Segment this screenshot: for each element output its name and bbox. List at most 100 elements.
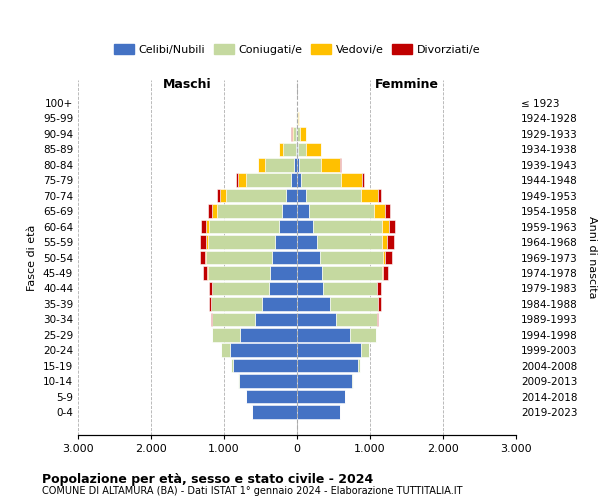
Bar — [387, 235, 394, 249]
Bar — [279, 220, 297, 234]
Bar — [259, 158, 265, 172]
Bar — [361, 344, 369, 357]
Bar — [323, 282, 377, 295]
Bar — [226, 189, 286, 202]
Text: Maschi: Maschi — [163, 78, 212, 90]
Bar — [208, 235, 275, 249]
Bar — [296, 127, 297, 140]
Bar — [377, 282, 381, 295]
Bar — [246, 390, 297, 404]
Bar — [209, 282, 212, 295]
Bar — [206, 220, 209, 234]
Bar — [212, 328, 240, 342]
Bar — [379, 297, 380, 310]
Bar — [296, 112, 297, 125]
Bar — [212, 204, 217, 218]
Bar — [306, 189, 361, 202]
Bar — [293, 127, 296, 140]
Bar — [257, 158, 259, 172]
Bar — [297, 297, 330, 310]
Bar — [298, 127, 300, 140]
Bar — [211, 297, 262, 310]
Bar — [208, 266, 270, 280]
Y-axis label: Fasce di età: Fasce di età — [28, 224, 37, 290]
Bar — [301, 174, 341, 187]
Bar — [378, 189, 382, 202]
Bar — [252, 406, 297, 419]
Bar — [383, 266, 388, 280]
Legend: Celibi/Nubili, Coniugati/e, Vedovi/e, Divorziati/e: Celibi/Nubili, Coniugati/e, Vedovi/e, Di… — [109, 40, 485, 59]
Bar — [272, 250, 297, 264]
Bar — [291, 174, 297, 187]
Bar — [205, 250, 206, 264]
Bar — [297, 374, 352, 388]
Bar — [297, 406, 340, 419]
Bar — [320, 250, 383, 264]
Bar — [374, 204, 385, 218]
Bar — [297, 235, 317, 249]
Bar — [238, 174, 246, 187]
Bar — [317, 235, 382, 249]
Bar — [297, 390, 345, 404]
Bar — [382, 266, 383, 280]
Bar — [270, 266, 297, 280]
Bar — [307, 142, 321, 156]
Bar — [262, 297, 297, 310]
Bar — [265, 158, 294, 172]
Bar — [294, 158, 297, 172]
Bar — [200, 250, 205, 264]
Text: Femmine: Femmine — [374, 78, 439, 90]
Text: COMUNE DI ALTAMURA (BA) - Dati ISTAT 1° gennaio 2024 - Elaborazione TUTTITALIA.I: COMUNE DI ALTAMURA (BA) - Dati ISTAT 1° … — [42, 486, 463, 496]
Bar — [246, 174, 291, 187]
Bar — [230, 344, 297, 357]
Bar — [283, 204, 297, 218]
Bar — [286, 189, 297, 202]
Bar — [283, 142, 296, 156]
Bar — [239, 374, 297, 388]
Bar — [322, 266, 382, 280]
Bar — [341, 174, 362, 187]
Bar — [297, 142, 298, 156]
Bar — [383, 250, 385, 264]
Bar — [212, 282, 269, 295]
Y-axis label: Anni di nascita: Anni di nascita — [587, 216, 597, 298]
Bar — [236, 174, 238, 187]
Bar — [232, 359, 233, 372]
Bar — [337, 312, 377, 326]
Bar — [297, 204, 310, 218]
Bar — [217, 204, 283, 218]
Bar — [385, 250, 392, 264]
Bar — [297, 189, 306, 202]
Bar — [321, 158, 340, 172]
Bar — [350, 328, 376, 342]
Bar — [203, 266, 208, 280]
Bar — [361, 189, 378, 202]
Bar — [200, 235, 206, 249]
Bar — [299, 158, 321, 172]
Bar — [358, 359, 359, 372]
Bar — [362, 174, 364, 187]
Bar — [310, 204, 374, 218]
Bar — [217, 189, 220, 202]
Bar — [298, 142, 307, 156]
Bar — [206, 235, 208, 249]
Bar — [385, 204, 390, 218]
Bar — [208, 204, 212, 218]
Bar — [377, 312, 378, 326]
Bar — [297, 344, 361, 357]
Bar — [340, 158, 341, 172]
Text: Popolazione per età, sesso e stato civile - 2024: Popolazione per età, sesso e stato civil… — [42, 472, 373, 486]
Bar — [269, 282, 297, 295]
Bar — [211, 312, 212, 326]
Bar — [297, 250, 320, 264]
Bar — [201, 220, 206, 234]
Bar — [389, 220, 395, 234]
Bar — [297, 282, 323, 295]
Bar — [297, 359, 358, 372]
Bar — [330, 297, 378, 310]
Bar — [297, 328, 350, 342]
Bar — [382, 235, 387, 249]
Bar — [297, 158, 299, 172]
Bar — [297, 174, 301, 187]
Bar — [296, 142, 297, 156]
